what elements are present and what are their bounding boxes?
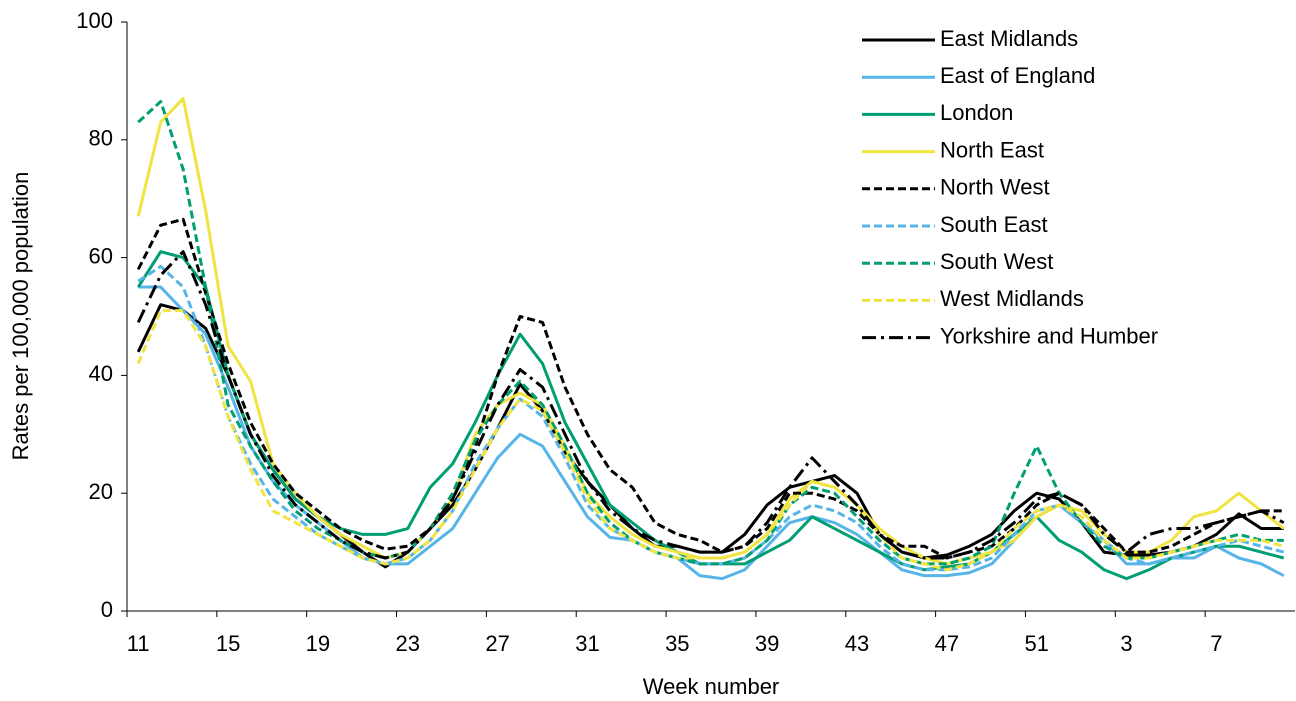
legend-label: London: [940, 100, 1013, 125]
x-axis-title: Week number: [643, 674, 780, 699]
legend-label: North West: [940, 175, 1050, 200]
x-tick-label: 27: [485, 631, 509, 656]
series-line: [136, 217, 1284, 560]
y-tick-label: 100: [76, 8, 113, 33]
y-tick-label: 40: [89, 361, 113, 386]
y-tick-label: 80: [89, 126, 113, 151]
series-line: [136, 250, 1285, 560]
y-axis-title: Rates per 100,000 population: [8, 172, 33, 461]
legend-label: South East: [940, 212, 1048, 237]
x-tick-label: 3: [1120, 631, 1132, 656]
x-tick-label: 23: [396, 631, 420, 656]
x-tick-label: 19: [306, 631, 330, 656]
legend-label: West Midlands: [940, 286, 1084, 311]
series-line: [137, 100, 1284, 566]
legend-label: Yorkshire and Humber: [940, 323, 1158, 348]
legend-label: East of England: [940, 63, 1095, 88]
x-tick-label: 7: [1210, 631, 1222, 656]
x-tick-label: 51: [1024, 631, 1048, 656]
x-tick-label: 43: [845, 631, 869, 656]
series-line: [137, 264, 1285, 572]
series-line: [136, 309, 1285, 572]
legend-label: North East: [940, 137, 1044, 162]
x-tick-label: 11: [127, 631, 150, 656]
x-tick-label: 31: [575, 631, 599, 656]
x-tick-label: 15: [216, 631, 240, 656]
y-tick-label: 20: [89, 479, 113, 504]
y-tick-label: 0: [101, 597, 113, 622]
x-tick-label: 47: [935, 631, 959, 656]
legend-label: South West: [940, 249, 1053, 274]
x-tick-label: 35: [665, 631, 689, 656]
y-tick-label: 60: [89, 243, 113, 268]
legend-label: East Midlands: [940, 26, 1078, 51]
x-tick-label: 39: [755, 631, 779, 656]
